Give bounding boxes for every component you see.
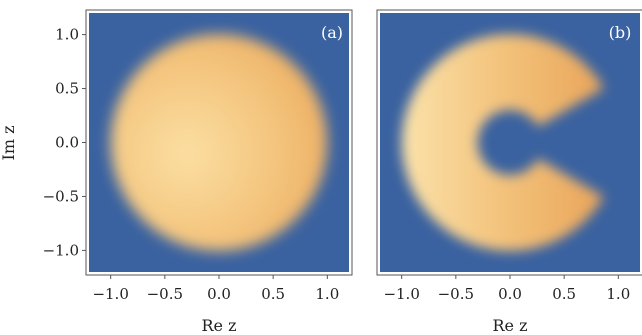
panel-b-x-ticks: −1.0 −0.5 0.0 0.5 1.0 bbox=[383, 275, 630, 303]
panel-a-label: (a) bbox=[321, 23, 343, 42]
x-tick-label: −0.5 bbox=[147, 285, 183, 303]
panel-a: (a) −1.0 −0.5 0.0 0.5 1.0 1.00.50.0−0.5−1.0 … bbox=[0, 9, 353, 335]
panel-b-x-axis-title: Re z bbox=[492, 316, 527, 335]
x-tick-label: 0.5 bbox=[261, 285, 285, 303]
panel-b-label: (b) bbox=[609, 23, 632, 42]
panel-a-y-axis-title: Im z bbox=[0, 125, 18, 160]
y-tick-label: 1.0 bbox=[55, 26, 79, 44]
x-tick-label: 1.0 bbox=[606, 285, 630, 303]
x-tick-label: −0.5 bbox=[438, 285, 474, 303]
x-tick-label: −1.0 bbox=[383, 285, 419, 303]
y-tick-label: −1.0 bbox=[43, 241, 79, 259]
panel-a-disk bbox=[110, 34, 328, 251]
y-tick-label: −0.5 bbox=[43, 187, 79, 205]
panel-a-x-ticks: −1.0 −0.5 0.0 0.5 1.0 bbox=[92, 275, 339, 303]
x-tick-label: 0.0 bbox=[207, 285, 231, 303]
panel-a-x-axis-title: Re z bbox=[201, 316, 236, 335]
x-tick-label: 1.0 bbox=[315, 285, 339, 303]
x-tick-label: −1.0 bbox=[92, 285, 128, 303]
panel-b: (b) −1.0 −0.5 0.0 0.5 1.0 Re z bbox=[376, 9, 642, 335]
x-tick-label: 0.5 bbox=[552, 285, 576, 303]
y-tick-label: 0.5 bbox=[55, 80, 79, 98]
panel-b-annulus bbox=[401, 34, 604, 251]
panel-a-y-ticks: 1.0 0.5 0.0 −0.5 −1.0 bbox=[43, 26, 86, 259]
x-tick-label: 0.0 bbox=[498, 285, 522, 303]
y-tick-label: 0.0 bbox=[55, 134, 79, 152]
